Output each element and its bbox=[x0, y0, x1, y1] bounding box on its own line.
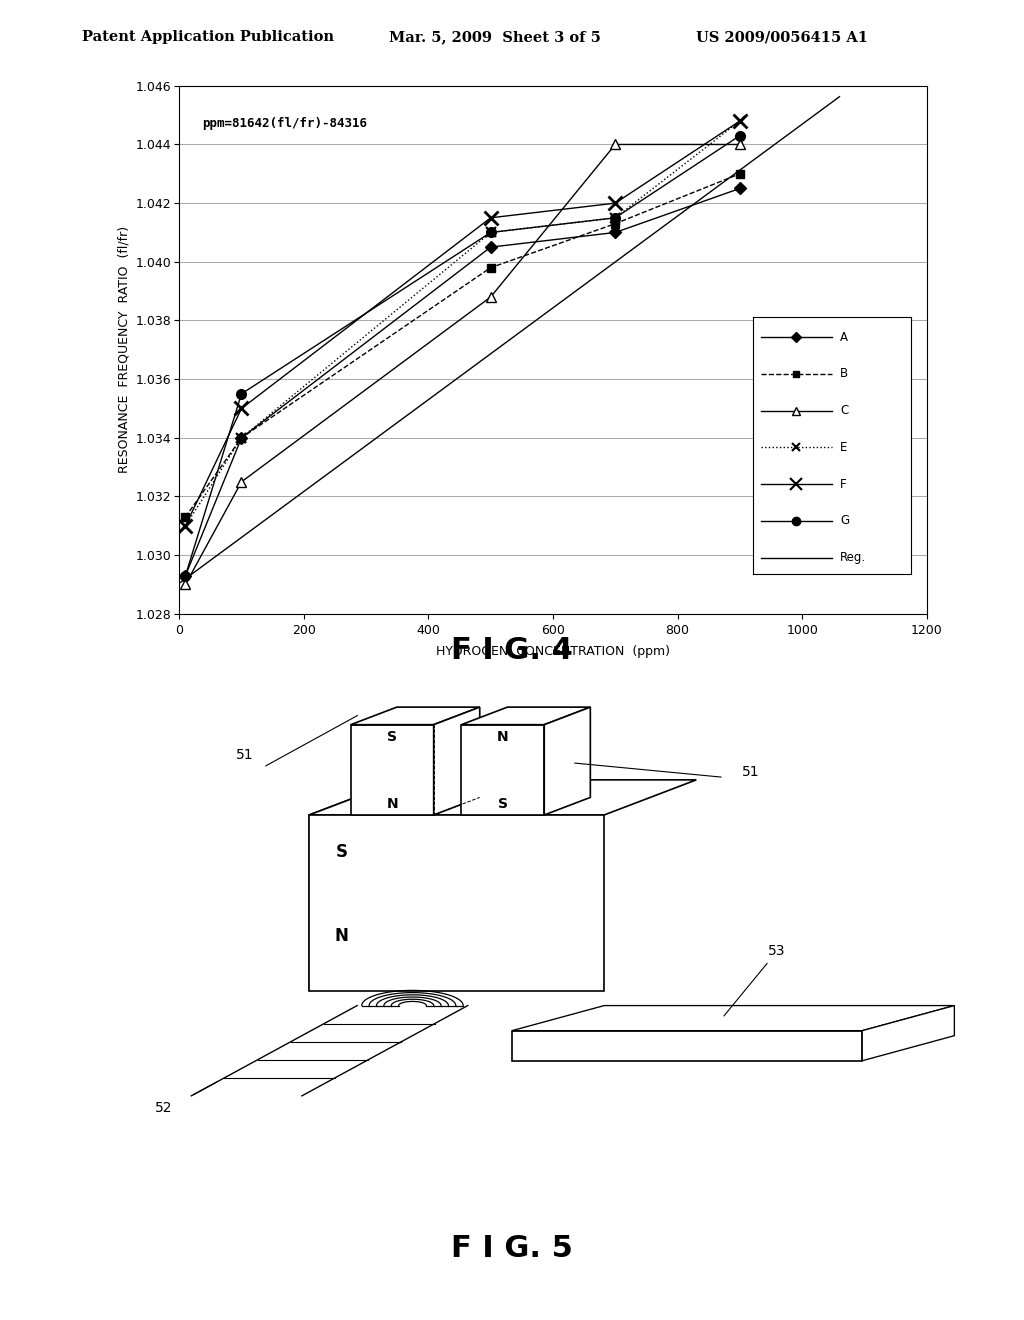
Text: S: S bbox=[387, 730, 397, 744]
Text: 53: 53 bbox=[724, 944, 785, 1016]
Text: 51: 51 bbox=[742, 766, 760, 779]
X-axis label: HYDROGEN  CONCENTRATION  (ppm): HYDROGEN CONCENTRATION (ppm) bbox=[436, 645, 670, 657]
Text: N: N bbox=[386, 797, 398, 810]
Text: S: S bbox=[498, 797, 508, 810]
Text: Patent Application Publication: Patent Application Publication bbox=[82, 30, 334, 45]
Text: C: C bbox=[840, 404, 848, 417]
Polygon shape bbox=[461, 725, 545, 814]
Polygon shape bbox=[350, 725, 434, 814]
Text: G: G bbox=[840, 515, 849, 528]
Text: US 2009/0056415 A1: US 2009/0056415 A1 bbox=[696, 30, 868, 45]
Y-axis label: RESONANCE  FREQUENCY  RATIO  (fl/fr): RESONANCE FREQUENCY RATIO (fl/fr) bbox=[118, 226, 130, 474]
Polygon shape bbox=[309, 814, 604, 990]
Text: Mar. 5, 2009  Sheet 3 of 5: Mar. 5, 2009 Sheet 3 of 5 bbox=[389, 30, 601, 45]
Polygon shape bbox=[309, 780, 696, 814]
Text: 51: 51 bbox=[236, 748, 254, 763]
Text: 52: 52 bbox=[156, 1101, 173, 1115]
Polygon shape bbox=[545, 708, 591, 814]
Polygon shape bbox=[434, 708, 480, 814]
Text: N: N bbox=[497, 730, 509, 744]
Text: B: B bbox=[840, 367, 848, 380]
Text: E: E bbox=[840, 441, 847, 454]
Polygon shape bbox=[309, 780, 401, 990]
Polygon shape bbox=[862, 1006, 954, 1061]
Text: N: N bbox=[335, 927, 348, 945]
Polygon shape bbox=[512, 1031, 862, 1061]
Text: ppm=81642(fl/fr)-84316: ppm=81642(fl/fr)-84316 bbox=[202, 117, 367, 131]
Text: F I G. 4: F I G. 4 bbox=[451, 636, 573, 665]
Polygon shape bbox=[461, 708, 591, 725]
Text: F: F bbox=[840, 478, 847, 491]
Polygon shape bbox=[512, 1006, 954, 1031]
Text: A: A bbox=[840, 330, 848, 343]
Text: S: S bbox=[336, 843, 347, 861]
Text: Reg.: Reg. bbox=[840, 552, 866, 564]
Text: F I G. 5: F I G. 5 bbox=[451, 1234, 573, 1263]
Polygon shape bbox=[350, 708, 480, 725]
